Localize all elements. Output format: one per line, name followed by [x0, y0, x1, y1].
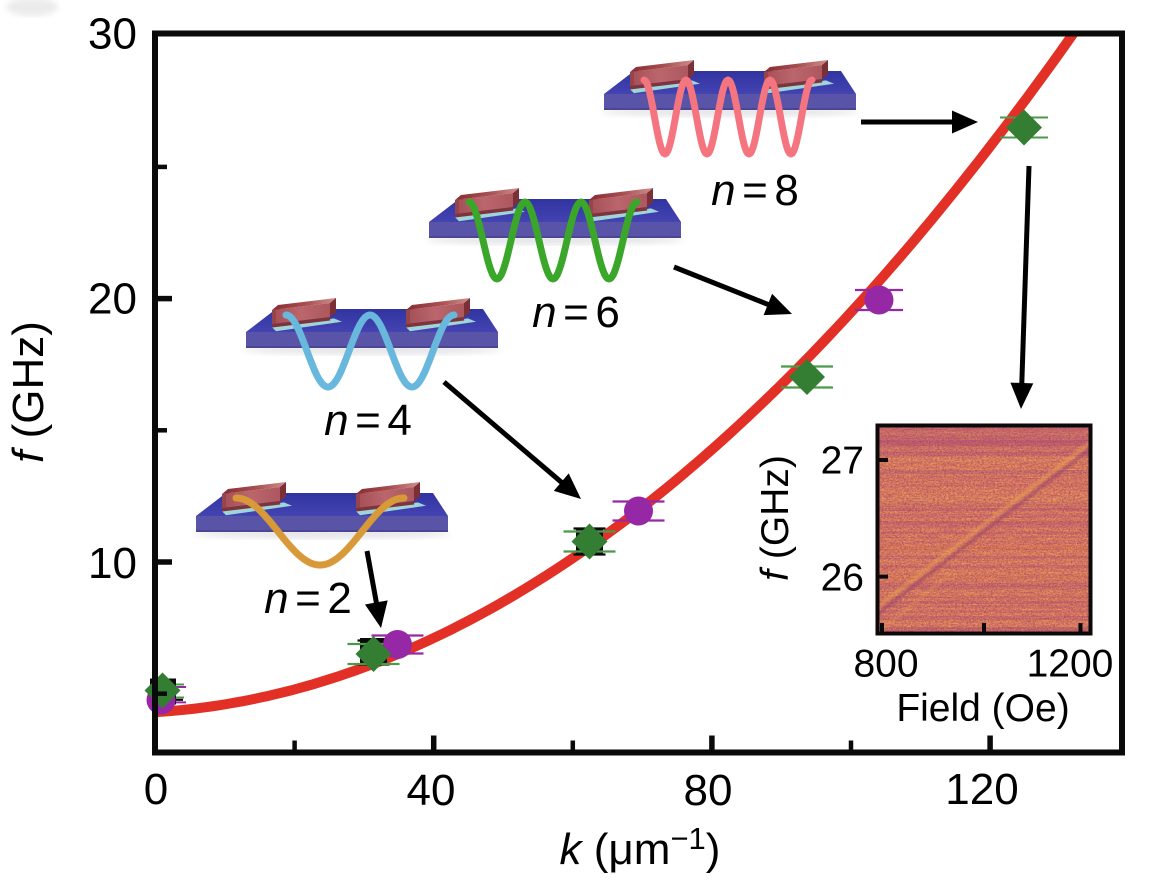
svg-text:Field (Oe): Field (Oe) — [896, 687, 1069, 730]
svg-text:1200: 1200 — [1027, 643, 1114, 686]
svg-text:800: 800 — [853, 643, 918, 686]
svg-text:30: 30 — [88, 10, 137, 59]
svg-text:26: 26 — [821, 557, 864, 600]
svg-text:n=6: n = 6 — [532, 288, 620, 337]
svg-text:f (GHz): f (GHz) — [4, 321, 53, 463]
svg-text:0: 0 — [144, 765, 168, 814]
svg-text:40: 40 — [407, 766, 456, 815]
svg-text:80: 80 — [684, 766, 733, 815]
svg-text:27: 27 — [821, 440, 864, 483]
svg-text:n=4: n = 4 — [324, 396, 412, 445]
svg-text:n=8: n = 8 — [711, 166, 799, 215]
svg-text:120: 120 — [945, 765, 1018, 814]
svg-text:10: 10 — [88, 539, 137, 588]
svg-text:n=2: n = 2 — [264, 574, 352, 623]
svg-text:20: 20 — [88, 275, 137, 324]
svg-text:f (GHz): f (GHz) — [754, 455, 797, 581]
